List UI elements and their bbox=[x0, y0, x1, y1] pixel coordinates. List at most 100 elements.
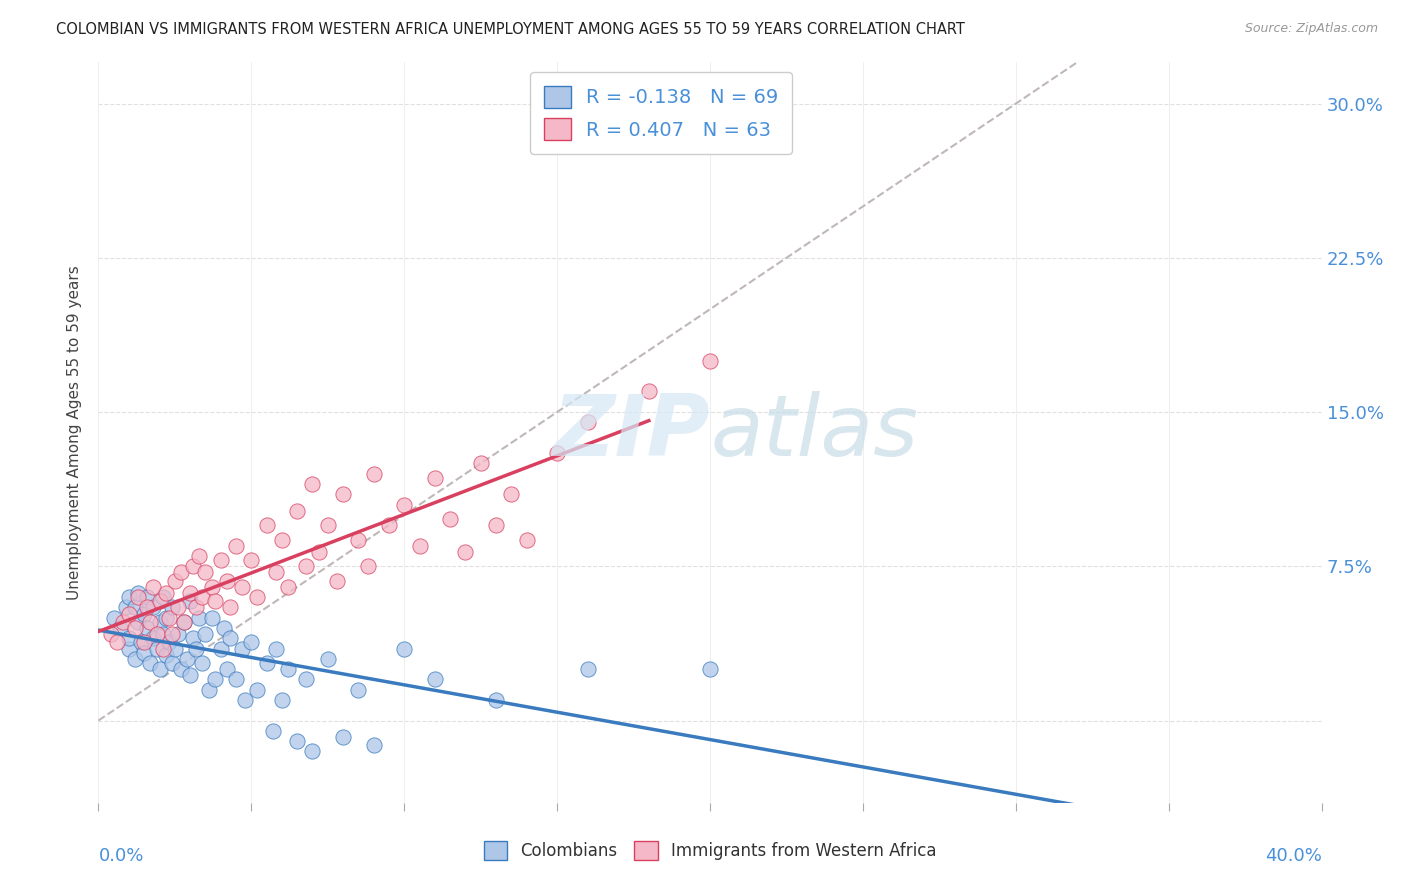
Point bbox=[356, 559, 378, 574]
Point bbox=[160, 627, 183, 641]
Point bbox=[149, 615, 172, 629]
Text: 0.0%: 0.0% bbox=[98, 847, 143, 865]
Point bbox=[699, 662, 721, 676]
Point bbox=[200, 611, 222, 625]
Point bbox=[637, 384, 661, 399]
Point bbox=[163, 641, 186, 656]
Point bbox=[188, 549, 211, 563]
Point bbox=[240, 553, 263, 567]
Point bbox=[176, 652, 198, 666]
Point bbox=[308, 545, 330, 559]
Point bbox=[215, 574, 238, 588]
Point bbox=[225, 539, 247, 553]
Point bbox=[105, 635, 128, 649]
Point bbox=[256, 518, 278, 533]
Text: COLOMBIAN VS IMMIGRANTS FROM WESTERN AFRICA UNEMPLOYMENT AMONG AGES 55 TO 59 YEA: COLOMBIAN VS IMMIGRANTS FROM WESTERN AFR… bbox=[56, 22, 965, 37]
Point bbox=[262, 723, 284, 738]
Point bbox=[167, 627, 190, 641]
Point bbox=[149, 594, 172, 608]
Point bbox=[332, 730, 354, 744]
Point bbox=[127, 615, 149, 629]
Point bbox=[186, 641, 208, 656]
Point bbox=[118, 590, 141, 604]
Point bbox=[301, 477, 323, 491]
Point bbox=[347, 533, 370, 547]
Point bbox=[200, 580, 222, 594]
Point bbox=[145, 641, 167, 656]
Point bbox=[231, 641, 253, 656]
Text: 40.0%: 40.0% bbox=[1265, 847, 1322, 865]
Point bbox=[127, 586, 149, 600]
Point bbox=[326, 574, 349, 588]
Point bbox=[277, 580, 299, 594]
Point bbox=[225, 673, 247, 687]
Point bbox=[246, 590, 269, 604]
Point bbox=[111, 615, 134, 629]
Point bbox=[108, 621, 131, 635]
Point bbox=[576, 415, 599, 429]
Point bbox=[209, 641, 232, 656]
Point bbox=[157, 635, 180, 649]
Point bbox=[127, 590, 149, 604]
Point bbox=[152, 590, 174, 604]
Point bbox=[167, 600, 190, 615]
Point bbox=[170, 662, 193, 676]
Point bbox=[209, 553, 232, 567]
Point bbox=[233, 693, 256, 707]
Point bbox=[576, 662, 599, 676]
Point bbox=[188, 611, 211, 625]
Point bbox=[103, 611, 125, 625]
Point bbox=[179, 586, 201, 600]
Text: ZIP: ZIP bbox=[553, 391, 710, 475]
Point bbox=[454, 545, 477, 559]
Point bbox=[392, 641, 416, 656]
Point bbox=[129, 635, 152, 649]
Point bbox=[546, 446, 568, 460]
Point bbox=[277, 662, 299, 676]
Point bbox=[363, 738, 385, 752]
Point bbox=[181, 559, 204, 574]
Point bbox=[699, 353, 721, 368]
Point bbox=[160, 656, 183, 670]
Point bbox=[316, 518, 339, 533]
Point bbox=[264, 641, 287, 656]
Point bbox=[142, 632, 165, 646]
Point bbox=[256, 656, 278, 670]
Point bbox=[285, 734, 308, 748]
Point bbox=[408, 539, 430, 553]
Point bbox=[124, 621, 146, 635]
Point bbox=[270, 533, 292, 547]
Point bbox=[134, 635, 156, 649]
Legend: Colombians, Immigrants from Western Africa: Colombians, Immigrants from Western Afri… bbox=[475, 832, 945, 869]
Point bbox=[270, 693, 292, 707]
Point bbox=[157, 611, 180, 625]
Point bbox=[155, 648, 177, 662]
Point bbox=[139, 656, 162, 670]
Point bbox=[240, 635, 263, 649]
Point bbox=[186, 600, 208, 615]
Point bbox=[155, 611, 177, 625]
Point bbox=[231, 580, 253, 594]
Point bbox=[219, 600, 242, 615]
Point bbox=[194, 627, 217, 641]
Point bbox=[149, 662, 172, 676]
Point bbox=[264, 566, 287, 580]
Text: Source: ZipAtlas.com: Source: ZipAtlas.com bbox=[1244, 22, 1378, 36]
Point bbox=[124, 600, 146, 615]
Point bbox=[246, 682, 269, 697]
Point bbox=[363, 467, 385, 481]
Point bbox=[100, 627, 122, 641]
Point bbox=[134, 646, 156, 660]
Point bbox=[163, 574, 186, 588]
Point bbox=[212, 621, 235, 635]
Point bbox=[160, 600, 183, 615]
Point bbox=[347, 682, 370, 697]
Point bbox=[316, 652, 339, 666]
Point bbox=[136, 600, 159, 615]
Point bbox=[301, 744, 323, 758]
Point bbox=[145, 627, 167, 641]
Point bbox=[142, 600, 165, 615]
Point bbox=[136, 621, 159, 635]
Point bbox=[470, 457, 492, 471]
Point bbox=[191, 590, 214, 604]
